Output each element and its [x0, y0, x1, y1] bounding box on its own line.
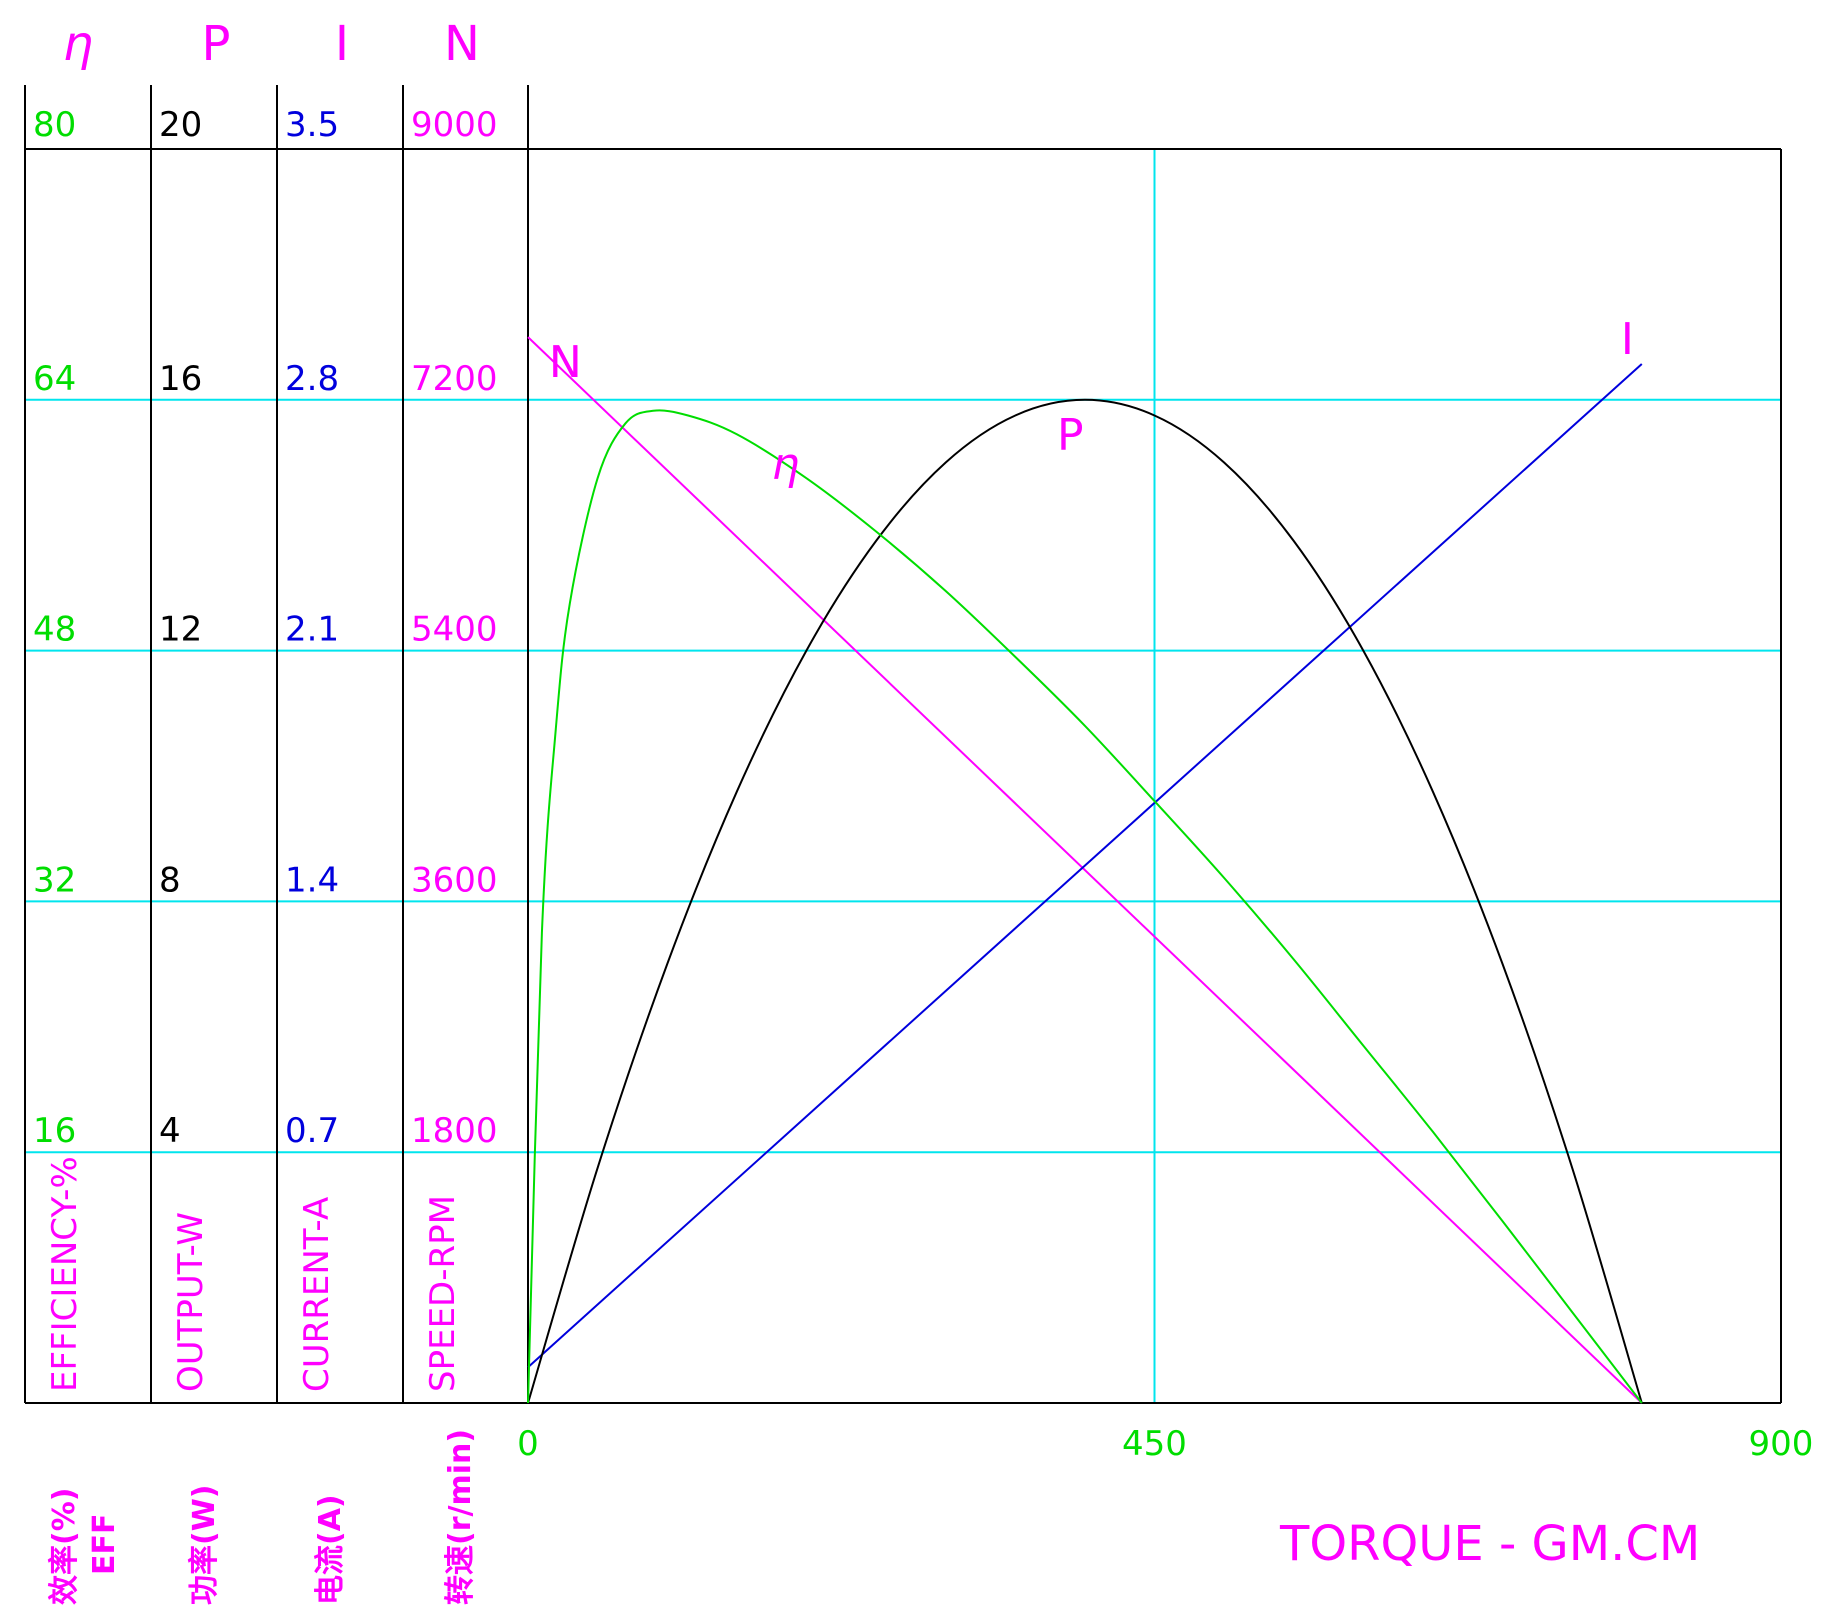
- efficiency-tick-label: 80: [33, 105, 76, 145]
- x-tick-label: 450: [1122, 1424, 1187, 1464]
- speed-tick-label: 7200: [411, 359, 498, 399]
- frame: [24, 85, 1782, 1404]
- current-tick-label: 1.4: [285, 860, 339, 900]
- output-tick-label: 8: [159, 860, 181, 900]
- header-speed: N: [444, 16, 480, 72]
- header-output: P: [202, 16, 231, 72]
- output-tick-label: 4: [159, 1111, 181, 1151]
- header-current: I: [335, 16, 349, 72]
- x-tick-label: 0: [517, 1424, 539, 1464]
- efficiency-curve: [527, 409, 1643, 1404]
- efficiency-tick-label: 16: [33, 1111, 76, 1151]
- current-line: [527, 363, 1643, 1368]
- output-tick-label: 12: [159, 610, 202, 650]
- speed-tick-label: 5400: [411, 610, 498, 650]
- speed-cn-label: 转速(r/min): [443, 1429, 478, 1605]
- x-axis-title: TORQUE - GM.CM: [1279, 1516, 1700, 1572]
- efficiency-tick-label: 32: [33, 860, 76, 900]
- series-labels: N I Pη: [549, 314, 1634, 490]
- current-tick-label: 0.7: [285, 1111, 339, 1151]
- series-label-output: P: [1057, 410, 1084, 461]
- output-axis-label: OUTPUT-W: [171, 1212, 211, 1392]
- speed-axis-label: SPEED-RPM: [423, 1195, 463, 1392]
- speed-tick-label: 9000: [411, 105, 498, 145]
- efficiency-en-label: EFF: [87, 1514, 122, 1575]
- series-label-speed: N: [549, 337, 582, 388]
- series-label-current: I: [1621, 314, 1634, 365]
- current-tick-label: 3.5: [285, 105, 339, 145]
- output-cn-label: 功率(W): [187, 1484, 222, 1605]
- torque-tick-labels: 0 450 900: [517, 1424, 1813, 1464]
- output-tick-label: 20: [159, 105, 202, 145]
- x-tick-label: 900: [1749, 1424, 1814, 1464]
- output-power-curve: [527, 398, 1643, 1404]
- grid-lines: [25, 149, 1781, 1403]
- current-cn-label: 电流(A): [313, 1494, 348, 1605]
- efficiency-axis-label: EFFICIENCY-%: [45, 1156, 85, 1392]
- efficiency-tick-label: 64: [33, 359, 76, 399]
- current-tick-label: 2.1: [285, 610, 339, 650]
- efficiency-tick-label: 48: [33, 610, 76, 650]
- speed-tick-labels: 9000 7200 5400 3600 1800: [411, 105, 498, 1151]
- output-tick-label: 16: [159, 359, 202, 399]
- series-lines: [527, 336, 1643, 1404]
- speed-tick-label: 1800: [411, 1111, 498, 1151]
- speed-line: [527, 336, 1643, 1404]
- output-tick-labels: 20 16 12 8 4: [159, 105, 202, 1151]
- current-tick-label: 2.8: [285, 359, 339, 399]
- series-label-efficiency: η: [772, 439, 800, 490]
- speed-tick-label: 3600: [411, 860, 498, 900]
- current-axis-label: CURRENT-A: [297, 1197, 337, 1392]
- current-tick-labels: 3.5 2.8 2.1 1.4 0.7: [285, 105, 339, 1151]
- efficiency-tick-labels: 80 64 48 32 16: [33, 105, 76, 1151]
- efficiency-cn-label: 效率(%): [47, 1488, 82, 1605]
- header-efficiency: η: [63, 16, 93, 72]
